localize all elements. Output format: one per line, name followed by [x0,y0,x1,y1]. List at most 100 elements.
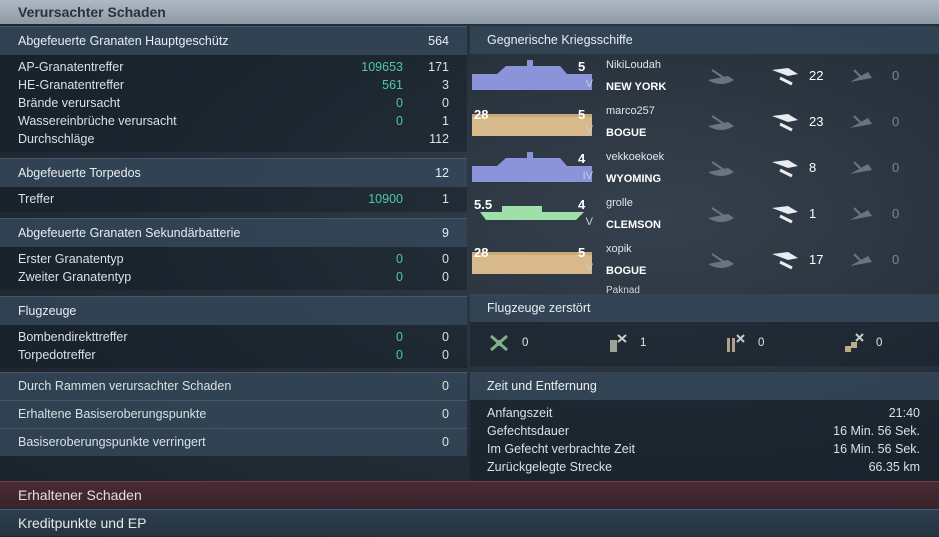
secondary-total: 9 [442,226,449,240]
secondary-header: Abgefeuerte Granaten Sekundärbatterie 9 [0,218,467,247]
secondary-label: Abgefeuerte Granaten Sekundärbatterie [18,226,241,240]
destroyed-count: 0 [892,206,900,221]
plane-attack-icon [772,206,798,224]
capture-reset-row: Basiseroberungspunkte verringert 0 [0,428,467,456]
damage-dealt-panel: Abgefeuerte Granaten Hauptgeschütz 564 A… [0,26,467,456]
svg-text:4: 4 [578,198,586,212]
stat-row: Torpedotreffer 0 0 [18,348,449,362]
main-guns-body: AP-Granatentreffer 109653 171 HE-Granatent… [0,55,467,152]
ship-destroyed-icon [850,161,872,174]
time-distance-header: Zeit und Entfernung [470,372,939,400]
ship-tier: V [585,78,593,90]
torpedo-bomber-icon [727,334,745,352]
time-row: Anfangszeit 21:40 [487,406,920,420]
player-name: grolle [606,197,633,209]
plane-stat: 0 [724,332,764,354]
enemy-panel: Gegnerische Kriegsschiffe 5 V NikiLoudah NE… [470,26,939,482]
stat-row: Treffer 10900 1 [18,192,449,206]
bomber-squad-icon [610,334,627,352]
ship-name: BOGUE [606,265,647,277]
enemy-ship-row[interactable]: 5 V NikiLoudah NEW YORK 22 0 [470,54,939,100]
ship-destroyed-icon [850,115,872,128]
spotted-count: 8 [809,160,817,175]
stat-row: Zweiter Granatentyp 0 0 [18,270,449,284]
credits-xp-tab[interactable]: Kreditpunkte und EP [0,509,939,536]
destroyed-count: 0 [892,252,900,267]
svg-text:4: 4 [578,152,586,166]
destroyed-count: 0 [892,160,900,175]
svg-text:5.5: 5.5 [474,198,492,212]
destroyed-count: 0 [892,68,900,83]
battleship-silhouette-icon: 4 [472,152,592,182]
ramming-damage-row: Durch Rammen verursachter Schaden 0 [0,372,467,400]
ship-silhouette-icon [708,253,734,268]
svg-text:28: 28 [474,107,488,122]
ship-name: NEW YORK [606,81,667,93]
stat-row: Durchschläge 112 [18,132,449,146]
player-name: vekkoekoek [606,151,665,163]
plane-stat: 1 [606,332,646,354]
carrier-silhouette-icon: 28 5 [472,245,592,274]
plane-stat: 0 [842,332,882,354]
aircraft-label: Flugzeuge [18,304,77,318]
spotted-count: 23 [809,114,824,129]
stat-row: Erster Granatentyp 0 0 [18,252,449,266]
enemy-ship-row[interactable]: 4 IV vekkoekoek WYOMING 8 0 [470,146,939,192]
fighter-icon [490,334,508,352]
torpedos-label: Abgefeuerte Torpedos [18,166,141,180]
main-guns-total: 564 [428,34,449,48]
ship-tier: V [585,124,593,136]
aircraft-header: Flugzeuge [0,296,467,325]
torpedos-total: 12 [435,166,449,180]
ship-tier: V [585,262,593,274]
destroyer-silhouette-icon: 5.5 4 [474,198,586,220]
page-title: Verursachter Schaden [0,0,939,24]
ship-silhouette-icon [708,115,734,130]
plane-attack-icon [772,68,798,86]
capture-points-row: Erhaltene Basiseroberungspunkte 0 [0,400,467,428]
plane-attack-icon [772,114,798,132]
spotted-count: 1 [809,206,817,221]
plane-attack-icon [772,160,798,178]
stat-row: AP-Granatentreffer 109653 171 [18,60,449,74]
aircraft-body: Bombendirekttreffer 0 0 Torpedotreffer 0 0 [0,325,467,368]
received-damage-tab[interactable]: Erhaltener Schaden [0,481,939,508]
ship-name: WYOMING [606,173,661,185]
ship-silhouette-icon [708,69,734,84]
ship-tier: V [585,216,593,228]
time-row: Im Gefecht verbrachte Zeit 16 Min. 56 Sek… [487,442,920,456]
ship-destroyed-icon [850,207,872,220]
svg-text:5: 5 [578,245,585,260]
plane-attack-icon [772,252,798,270]
ship-name: BOGUE [606,127,647,139]
stat-row: HE-Granatentreffer 561 3 [18,78,449,92]
secondary-body: Erster Granatentyp 0 0 Zweiter Granatentyp… [0,247,467,290]
dive-bomber-icon [845,333,864,352]
enemy-ship-row-partial[interactable]: Paknad [470,284,939,294]
player-name: NikiLoudah [606,59,662,71]
spotted-count: 22 [809,68,824,83]
svg-text:5: 5 [578,60,585,74]
time-distance-body: Anfangszeit 21:40 Gefechtsdauer 16 Min. 56… [470,400,939,482]
main-guns-label: Abgefeuerte Granaten Hauptgeschütz [18,34,229,48]
ship-silhouette-icon [708,161,734,176]
destroyed-count: 0 [892,114,900,129]
torpedos-header: Abgefeuerte Torpedos 12 [0,158,467,187]
main-guns-header: Abgefeuerte Granaten Hauptgeschütz 564 [0,26,467,55]
planes-destroyed-header: Flugzeuge zerstört [470,294,939,322]
enemy-header: Gegnerische Kriegsschiffe [470,26,939,54]
time-row: Gefechtsdauer 16 Min. 56 Sek. [487,424,920,438]
time-row: Zurückgelegte Strecke 66.35 km [487,460,920,474]
stat-row: Wassereinbrüche verursacht 0 1 [18,114,449,128]
spotted-count: 17 [809,252,824,267]
plane-stat: 0 [488,332,528,354]
stat-row: Bombendirekttreffer 0 0 [18,330,449,344]
ship-destroyed-icon [850,69,872,82]
planes-destroyed-body: 0 1 0 0 [470,322,939,366]
torpedos-body: Treffer 10900 1 [0,187,467,212]
svg-text:28: 28 [474,245,488,260]
